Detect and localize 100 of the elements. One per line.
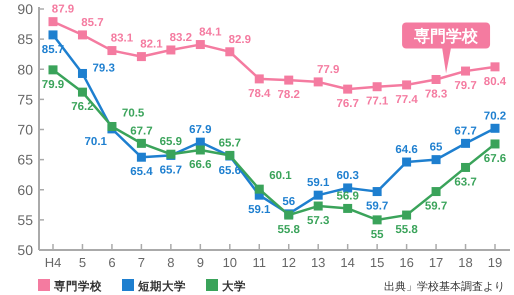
legend-label: 短期大学 [137, 279, 186, 293]
data-label: 84.1 [199, 26, 222, 39]
data-label: 67.7 [454, 125, 477, 138]
data-label: 80.4 [484, 76, 507, 88]
point [372, 82, 382, 92]
source-note: 出典」学校基本調査より [384, 280, 505, 293]
data-label: 57.3 [307, 215, 330, 228]
data-label: 59.1 [307, 177, 330, 190]
data-label: 85.7 [81, 16, 104, 29]
y-tick-label: 70 [17, 122, 34, 138]
point [372, 187, 382, 196]
data-label: 55.8 [395, 224, 418, 236]
point [461, 66, 470, 76]
point [78, 30, 87, 40]
point [107, 122, 116, 131]
annotation: 専門学校 [413, 27, 480, 46]
x-tick-label: 15 [370, 255, 384, 270]
data-label: 79.9 [42, 78, 64, 91]
data-label: 70.2 [484, 110, 506, 122]
data-label: 79.7 [454, 80, 477, 92]
x-tick-label: 17 [428, 255, 444, 270]
data-label: 65.9 [160, 136, 182, 148]
point [402, 158, 412, 167]
point [461, 138, 470, 148]
data-label: 77.1 [366, 96, 389, 108]
point [225, 47, 234, 56]
legend-label: 大学 [222, 279, 246, 293]
point [343, 204, 352, 213]
data-label: 65 [430, 142, 444, 154]
y-tick-label: 60 [17, 182, 34, 198]
y-tick-label: 50 [17, 242, 34, 258]
y-tick-label: 65 [17, 152, 34, 168]
y-tick-label: 75 [17, 91, 34, 108]
data-label: 77.9 [317, 64, 340, 76]
data-label: 66.6 [189, 158, 212, 171]
data-label: 55.8 [278, 224, 301, 236]
point [372, 215, 382, 224]
point [78, 88, 87, 97]
y-tick-label: 85 [17, 31, 34, 48]
data-label: 67.6 [484, 152, 506, 165]
data-label: 60.3 [336, 170, 359, 182]
x-tick-label: 16 [399, 255, 414, 270]
point [402, 210, 412, 220]
x-tick-label: 5 [78, 255, 86, 270]
data-label: 65.4 [130, 166, 154, 178]
point [432, 187, 441, 196]
point [284, 76, 294, 85]
x-tick-label: 13 [310, 255, 326, 270]
data-label: 65.7 [160, 164, 182, 176]
y-tick-label: 90 [17, 1, 34, 17]
point [136, 152, 146, 162]
x-tick-label: 7 [138, 255, 146, 270]
point [490, 62, 500, 72]
point [136, 138, 146, 148]
x-tick-label: 10 [222, 255, 238, 270]
point [254, 74, 264, 84]
point [343, 84, 352, 94]
data-label: 70.5 [122, 107, 145, 120]
data-label: 83.2 [170, 32, 192, 44]
x-tick-label: 9 [196, 255, 204, 270]
data-label: 65.7 [218, 137, 241, 150]
data-label: 59.7 [366, 200, 388, 213]
legend-大学: 大学 [206, 279, 246, 293]
data-label: 83.1 [110, 32, 134, 45]
legend-label: 専門学校 [53, 279, 103, 293]
point [314, 77, 323, 86]
data-label: 78.3 [424, 88, 448, 100]
data-label: 56.9 [336, 190, 359, 202]
data-label: 64.6 [395, 144, 418, 156]
point [314, 190, 323, 200]
point [48, 17, 58, 26]
data-label: 79.3 [92, 62, 115, 74]
point [166, 45, 176, 54]
data-label: 82.1 [140, 38, 164, 51]
point [461, 162, 470, 172]
data-label: 78.2 [278, 89, 300, 102]
legend-短期大学: 短期大学 [122, 279, 186, 293]
x-tick-label: 6 [108, 255, 116, 270]
data-label: 60.1 [269, 170, 292, 182]
point [78, 68, 87, 78]
point [490, 139, 500, 148]
data-label: 70.1 [84, 136, 108, 148]
point [254, 184, 264, 194]
point [432, 74, 441, 84]
x-tick-label: 18 [458, 255, 473, 270]
data-label: 59.7 [424, 200, 448, 213]
data-label: 55 [370, 228, 384, 241]
data-label: 59.1 [248, 204, 272, 216]
data-label: 87.9 [52, 4, 74, 16]
x-tick-label: 19 [488, 255, 502, 270]
point [107, 46, 116, 56]
data-label: 78.4 [248, 88, 272, 100]
data-label: 77.4 [395, 94, 418, 106]
data-label: 63.7 [454, 176, 477, 188]
point [48, 30, 58, 40]
point [490, 124, 500, 133]
legend-専門学校: 専門学校 [38, 279, 102, 293]
point [136, 52, 146, 62]
point [402, 80, 412, 90]
point [196, 145, 205, 154]
